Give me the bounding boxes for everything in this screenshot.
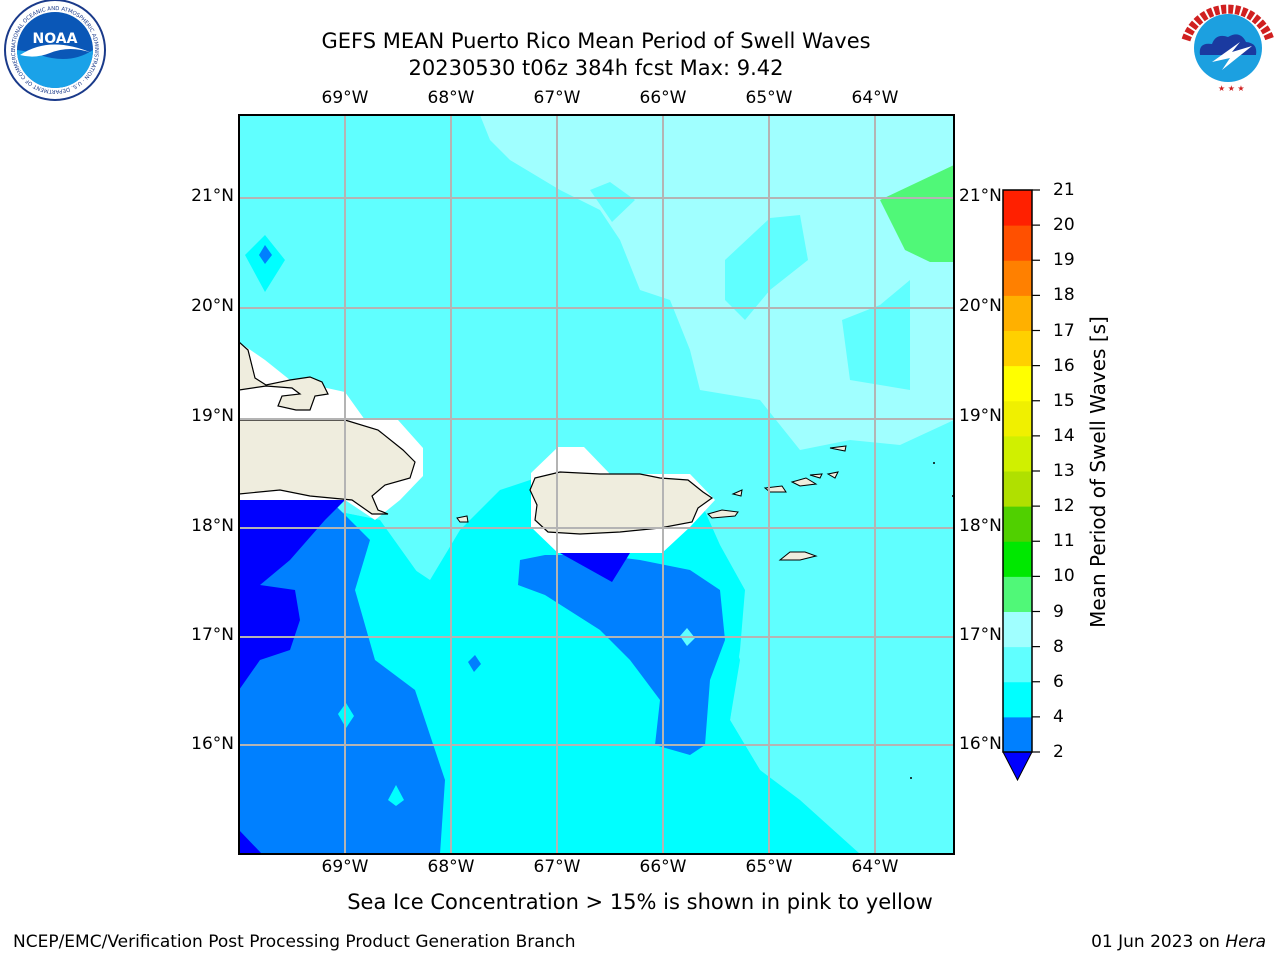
- lat-label-right: 19°N: [959, 406, 1002, 426]
- chart-title: GEFS MEAN Puerto Rico Mean Period of Swe…: [321, 29, 871, 53]
- colorbar-tick-label: 18: [1053, 285, 1075, 306]
- map-frame: [238, 114, 955, 855]
- host-name: Hera: [1225, 932, 1266, 952]
- lat-label-left: 19°N: [191, 406, 234, 426]
- contour-10-11s: [880, 165, 954, 262]
- lon-label-top: 66°W: [639, 88, 687, 108]
- lat-label-left: 16°N: [191, 734, 234, 754]
- colorbar-label: Mean Period of Swell Waves [s]: [1086, 316, 1110, 628]
- st-croix-island: [778, 551, 818, 561]
- colorbar-tick-label: 20: [1053, 215, 1075, 236]
- run-date-text: 01 Jun 2023 on: [1091, 932, 1226, 952]
- lon-label-bottom: 67°W: [533, 857, 581, 877]
- mona-island: [456, 515, 469, 523]
- colorbar-tick-label: 10: [1053, 566, 1075, 587]
- lat-label-left: 17°N: [191, 625, 234, 645]
- colorbar-tick-label: 11: [1053, 531, 1075, 552]
- contour-2-4s: [239, 500, 445, 854]
- colorbar-tick-label: 17: [1053, 320, 1075, 341]
- colorbar-tick-label: 19: [1053, 250, 1075, 271]
- lat-label-left: 21°N: [191, 186, 234, 206]
- lon-label-top: 67°W: [533, 88, 581, 108]
- lon-label-bottom: 65°W: [745, 857, 793, 877]
- tortola-island: [790, 477, 818, 487]
- lon-label-top: 65°W: [745, 88, 793, 108]
- lat-label-right: 20°N: [959, 296, 1002, 316]
- lat-label-right: 16°N: [959, 734, 1002, 754]
- run-date: 01 Jun 2023 on Hera: [1091, 932, 1266, 952]
- swell-period-map: [239, 115, 954, 854]
- sea-ice-note: Sea Ice Concentration > 15% is shown in …: [347, 890, 933, 914]
- lat-label-right: 21°N: [959, 186, 1002, 206]
- lon-label-top: 68°W: [427, 88, 475, 108]
- anegada-island: [826, 471, 839, 479]
- lon-label-bottom: 69°W: [321, 857, 369, 877]
- colorbar-tick-label: 12: [1053, 496, 1075, 517]
- colorbar-tick-label: 9: [1053, 601, 1064, 622]
- lon-label-top: 69°W: [321, 88, 369, 108]
- lon-label-top: 64°W: [851, 88, 899, 108]
- colorbar-tick-label: 21: [1053, 180, 1075, 200]
- colorbar-tick-label: 14: [1053, 425, 1075, 446]
- credit-line: NCEP/EMC/Verification Post Processing Pr…: [13, 932, 576, 952]
- culebra-island: [731, 489, 743, 497]
- lat-label-right: 17°N: [959, 625, 1002, 645]
- lat-label-left: 20°N: [191, 296, 234, 316]
- lon-label-bottom: 66°W: [639, 857, 687, 877]
- lat-label-left: 18°N: [191, 516, 234, 536]
- colorbar-tick-label: 2: [1053, 742, 1064, 762]
- chart-subtitle: 20230530 t06z 384h fcst Max: 9.42: [408, 56, 784, 80]
- colorbar-tick-label: 15: [1053, 390, 1075, 411]
- svg-text:★ ★ ★: ★ ★ ★: [1218, 84, 1245, 93]
- noaa-logo: NOAA NATIONAL OCEANIC AND ATMOSPHERIC AD…: [0, 0, 106, 101]
- gridlines: [239, 115, 954, 854]
- contour-below-2s: [239, 500, 345, 690]
- hispaniola-landmass: [239, 341, 416, 515]
- colorbar-tick-label: 13: [1053, 461, 1075, 481]
- colorbar-tick-label: 8: [1053, 636, 1064, 657]
- lon-label-bottom: 68°W: [427, 857, 475, 877]
- colorbar-tick-label: 16: [1053, 355, 1075, 376]
- nws-logo: ★ ★ ★: [1181, 1, 1275, 95]
- svg-text:NOAA: NOAA: [33, 31, 78, 47]
- vieques-island: [707, 509, 739, 519]
- colorbar-tick-label: 6: [1053, 671, 1064, 692]
- puerto-rico-landmass: [529, 471, 714, 535]
- lon-label-bottom: 64°W: [851, 857, 899, 877]
- lat-label-right: 18°N: [959, 516, 1002, 536]
- colorbar-tick-label: 4: [1053, 706, 1064, 727]
